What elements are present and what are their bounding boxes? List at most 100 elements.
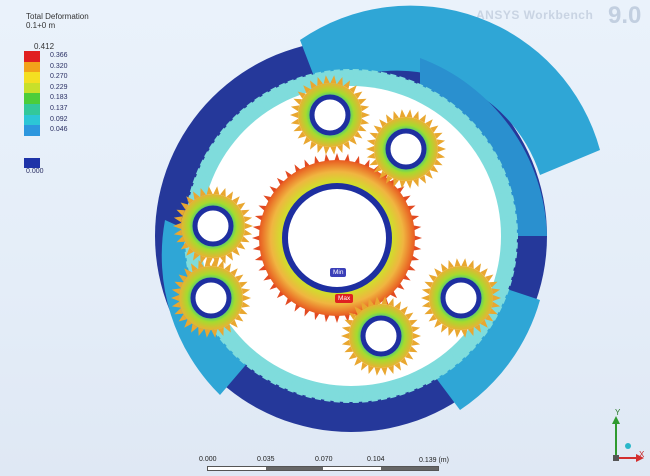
gear-tooth xyxy=(427,363,440,381)
legend-title-line1: Total Deformation xyxy=(26,12,89,21)
gear-tooth xyxy=(366,146,374,152)
legend-entry: 0.366 xyxy=(24,51,100,62)
planet-gear[interactable] xyxy=(171,258,251,338)
gear-tooth xyxy=(366,139,376,146)
gear-tooth xyxy=(287,374,297,393)
gear-tooth xyxy=(180,242,189,250)
gear-tooth xyxy=(213,186,220,195)
gear-tooth xyxy=(341,326,351,333)
gear-tooth xyxy=(241,236,250,243)
gear-tooth xyxy=(468,327,474,337)
legend-swatch xyxy=(24,51,40,62)
gear-tooth xyxy=(411,326,421,333)
gear-tooth xyxy=(297,131,306,139)
legend-swatch xyxy=(24,82,40,94)
gear-tooth xyxy=(413,333,421,339)
gear-tooth xyxy=(173,229,183,236)
gear-tooth xyxy=(466,127,483,142)
gear-tooth xyxy=(474,263,481,272)
gear-tooth xyxy=(193,252,200,261)
gear-tooth xyxy=(435,358,448,376)
axis-triad[interactable]: Y X xyxy=(596,408,646,468)
gear-tooth xyxy=(218,327,224,337)
gear-tooth xyxy=(484,159,503,171)
gear-tooth xyxy=(441,101,456,119)
planet-gear-bore xyxy=(192,205,234,247)
gear-tooth xyxy=(360,118,370,125)
gear-tooth xyxy=(174,308,183,315)
gear-tooth xyxy=(421,288,431,295)
gear-tooth xyxy=(371,70,378,89)
planet-gears xyxy=(171,75,501,376)
planet-gear[interactable] xyxy=(173,186,253,266)
gear-tooth xyxy=(199,159,218,171)
legend-swatch xyxy=(24,72,40,83)
gear-tooth xyxy=(171,301,181,308)
gear-tooth xyxy=(499,223,518,230)
gear-tooth xyxy=(388,289,398,299)
planet-gear-teeth xyxy=(290,75,370,155)
gear-tooth xyxy=(386,175,393,184)
gear-tooth xyxy=(337,144,343,154)
gear-tooth xyxy=(489,308,498,315)
gear-tooth xyxy=(191,263,198,272)
gear-tooth xyxy=(368,365,374,375)
planet-gear[interactable] xyxy=(421,258,501,338)
planet-gear-bore xyxy=(385,128,427,170)
gear-tooth xyxy=(239,107,254,124)
gear-tooth xyxy=(428,314,437,322)
gear-tooth xyxy=(434,132,443,139)
watermark-version: 9.0 xyxy=(608,2,642,29)
planet-gear[interactable] xyxy=(366,109,446,189)
legend-swatch xyxy=(24,114,40,126)
gear-tooth xyxy=(381,296,388,305)
gear-tooth xyxy=(397,76,406,95)
gear-tooth xyxy=(173,216,183,223)
gear-tooth xyxy=(448,327,454,337)
gear-tooth xyxy=(371,383,378,402)
gear-tooth xyxy=(374,367,381,376)
planet-gear-bore xyxy=(309,94,351,136)
planet-gear[interactable] xyxy=(341,296,421,376)
gear-tooth xyxy=(434,268,442,277)
legend-entry: 0.046 xyxy=(24,125,100,136)
gear-tooth xyxy=(366,152,376,159)
gear-tooth xyxy=(485,314,494,322)
gear-tooth xyxy=(500,232,518,240)
gear-tooth xyxy=(448,348,463,365)
gear-tooth xyxy=(334,153,340,162)
gear-tooth xyxy=(262,363,275,381)
gear-tooth xyxy=(191,324,198,333)
gear-tooth xyxy=(441,263,448,272)
max-probe-label[interactable]: Max xyxy=(335,294,354,303)
gear-tooth xyxy=(235,274,244,282)
gear-tooth xyxy=(474,324,481,333)
watermark-product: ANSYS Workbench xyxy=(476,8,594,22)
sun-gear[interactable] xyxy=(252,153,422,323)
gear-tooth xyxy=(405,374,415,393)
gear-tooth xyxy=(485,274,494,282)
gear-tooth xyxy=(198,259,204,269)
planet-gear[interactable] xyxy=(290,75,370,155)
gear-tooth xyxy=(413,235,422,241)
gear-tooth xyxy=(243,229,253,236)
gear-tooth xyxy=(225,336,242,352)
gear-tooth xyxy=(393,178,399,188)
gear-tooth xyxy=(178,314,187,322)
min-probe-label[interactable]: Min xyxy=(330,268,347,277)
gear-tooth xyxy=(460,336,477,352)
scale-tick-3: 0.104 xyxy=(367,456,385,463)
gear-tooth xyxy=(235,314,244,322)
gear-tooth xyxy=(224,263,231,272)
gear-tooth xyxy=(438,146,446,152)
gear-tooth xyxy=(421,295,429,301)
gear-tooth xyxy=(193,191,200,200)
gear-tooth xyxy=(397,377,406,396)
gear-tooth xyxy=(208,143,226,156)
gear-tooth xyxy=(497,204,517,211)
gear-tooth xyxy=(354,91,363,99)
gear-tooth xyxy=(276,177,286,187)
gear-tooth xyxy=(186,247,194,256)
